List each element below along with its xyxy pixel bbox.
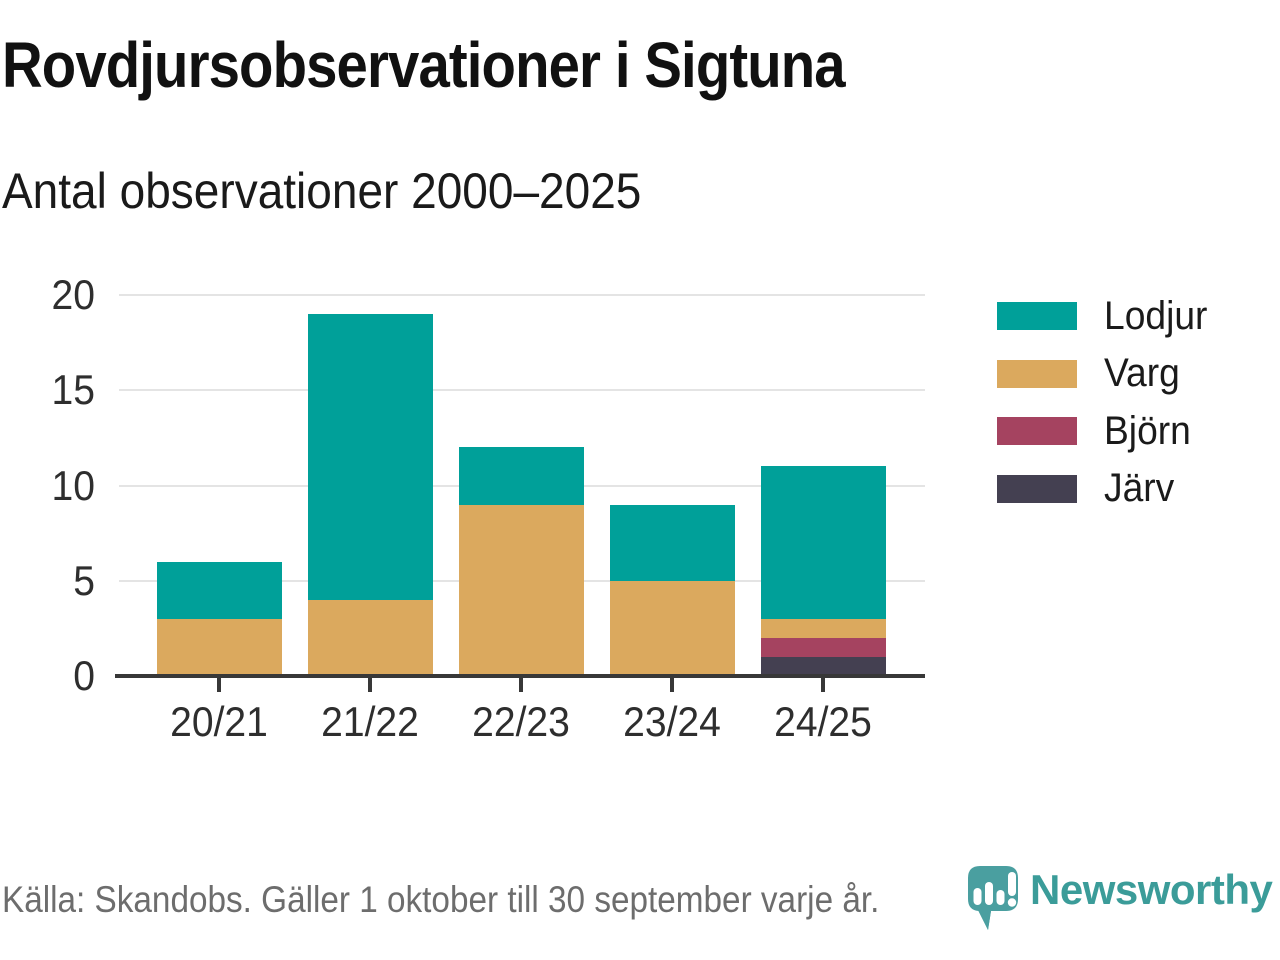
bar-20-21-varg — [156, 618, 282, 676]
legend-swatch-järv — [997, 474, 1077, 503]
bar-21-22-varg — [307, 599, 433, 676]
bar-24-25-järv — [760, 656, 886, 676]
gridline-y15 — [119, 389, 925, 392]
gridline-y20 — [119, 294, 925, 296]
plot-area — [115, 294, 925, 692]
x-axis-tick — [821, 678, 825, 692]
newsworthy-logo-icon — [968, 866, 1018, 930]
x-axis-tick — [519, 678, 523, 692]
x-axis-label: 20/21 — [170, 698, 268, 745]
x-axis-line — [115, 674, 925, 678]
legend-item-lodjur: Lodjur — [997, 287, 1215, 345]
bar-24-25-lodjur — [760, 466, 886, 619]
bar-21-22-lodjur — [307, 314, 433, 600]
legend-label: Varg — [1104, 351, 1180, 395]
y-axis-label: 20 — [51, 271, 95, 318]
bar-20-21-lodjur — [156, 561, 282, 619]
legend-swatch-björn — [997, 417, 1077, 445]
bar-23-24-lodjur — [609, 504, 735, 581]
legend-label: Björn — [1104, 408, 1191, 453]
legend-item-björn: Björn — [997, 402, 1197, 460]
x-axis-label: 22/23 — [472, 698, 570, 745]
bar-22-23-lodjur — [458, 447, 584, 505]
y-axis-label: 15 — [51, 366, 95, 414]
y-axis-label: 5 — [73, 556, 95, 604]
legend-label: Lodjur — [1104, 293, 1208, 338]
chart-title: Rovdjursobservationer i Sigtuna — [2, 29, 846, 101]
brand-footer: Newsworthy — [958, 858, 1280, 942]
bar-24-25-björn — [760, 637, 886, 657]
legend-item-järv: Järv — [997, 460, 1180, 518]
source-note: Källa: Skandobs. Gäller 1 oktober till 3… — [2, 879, 880, 920]
y-axis-label: 10 — [51, 461, 95, 509]
x-axis-tick — [217, 678, 221, 692]
x-axis-tick — [368, 678, 372, 692]
legend-swatch-varg — [997, 359, 1077, 388]
y-axis-label: 0 — [73, 652, 95, 699]
brand-name: Newsworthy — [1030, 866, 1273, 913]
legend-swatch-lodjur — [997, 302, 1077, 330]
bar-22-23-varg — [458, 504, 584, 676]
x-axis-tick — [670, 678, 674, 692]
x-axis-label: 24/25 — [774, 698, 872, 745]
bar-23-24-varg — [609, 580, 735, 676]
x-axis-label: 23/24 — [623, 698, 721, 745]
legend-item-varg: Varg — [997, 345, 1186, 403]
x-axis-label: 21/22 — [321, 698, 419, 745]
legend-label: Järv — [1104, 466, 1175, 510]
bar-24-25-varg — [760, 618, 886, 638]
chart-subtitle: Antal observationer 2000–2025 — [2, 163, 642, 219]
